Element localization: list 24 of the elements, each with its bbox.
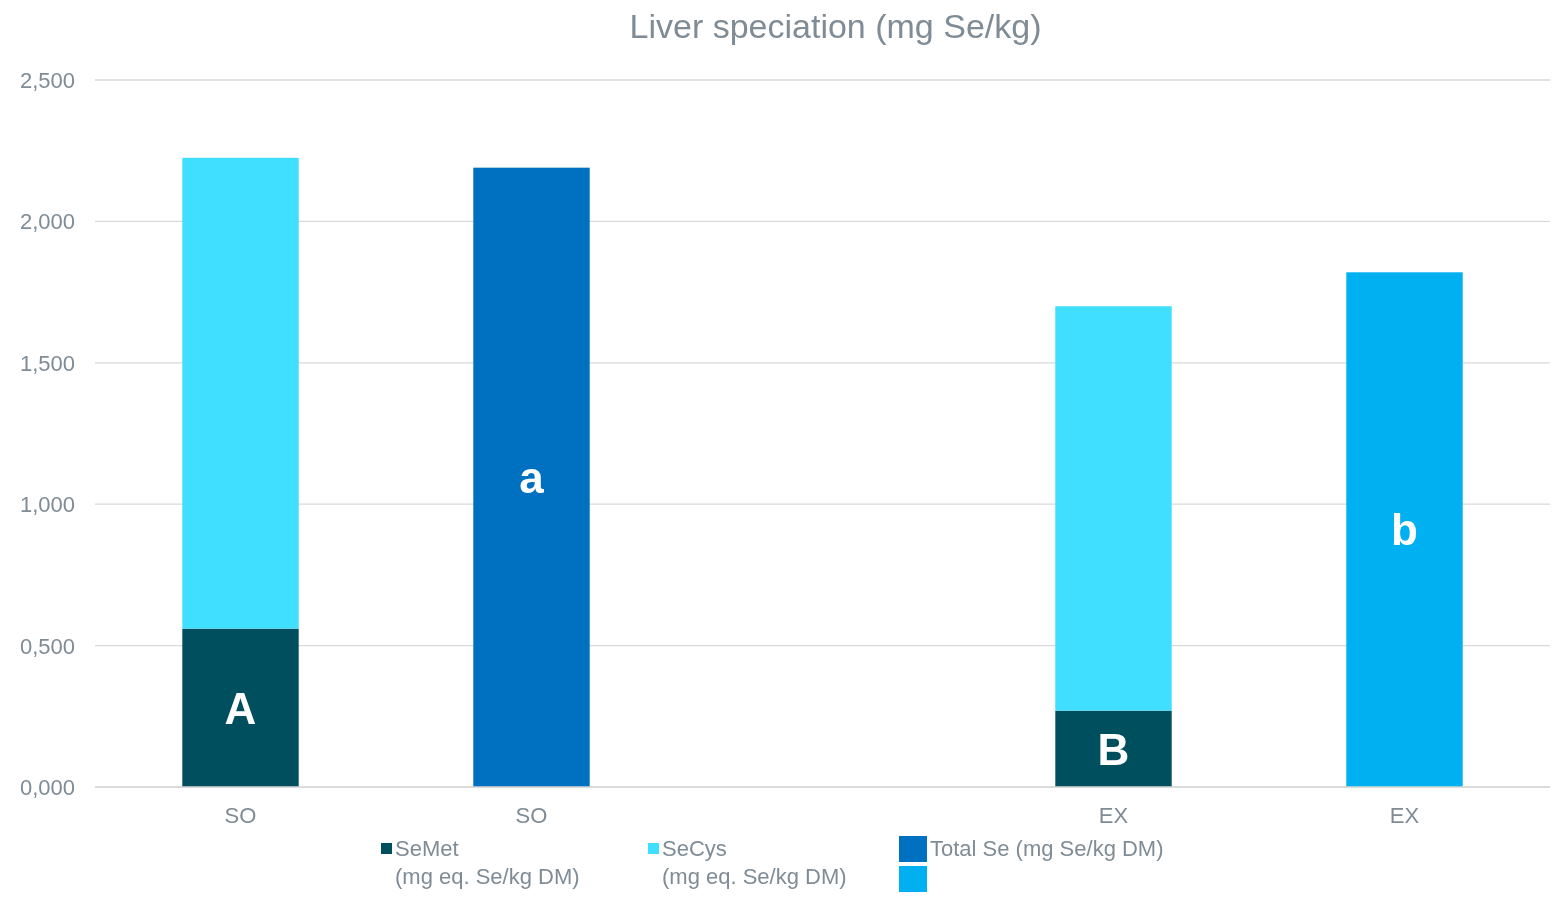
legend-label: SeCys (mg eq. Se/kg DM) — [662, 835, 847, 889]
data-label: a — [519, 453, 545, 503]
bar — [1055, 710, 1172, 787]
x-tick-label: EX — [1389, 803, 1420, 828]
bar — [1346, 272, 1463, 787]
bar — [182, 628, 299, 787]
data-label: b — [1391, 505, 1418, 555]
y-tick-label: 2,500 — [19, 67, 75, 93]
bar — [473, 167, 590, 787]
x-tick-label: EX — [1098, 803, 1129, 828]
y-tick-label: 0,500 — [19, 633, 75, 659]
y-tick-label: 0,000 — [19, 774, 75, 800]
legend-label: SeMet (mg eq. Se/kg DM) — [395, 835, 580, 889]
data-label: B — [1097, 724, 1130, 774]
x-tick-label: SO — [224, 803, 257, 828]
chart-title: Liver speciation (mg Se/kg) — [629, 7, 1042, 45]
y-tick-label: 2,000 — [19, 209, 75, 235]
bar — [182, 157, 299, 629]
bar — [1055, 306, 1172, 711]
legend-label: Total Se (mg Se/kg DM) — [930, 835, 1164, 861]
data-label: A — [224, 683, 257, 733]
y-tick-label: 1,000 — [19, 492, 75, 518]
x-tick-label: SO — [515, 803, 548, 828]
y-tick-label: 1,500 — [19, 350, 75, 376]
